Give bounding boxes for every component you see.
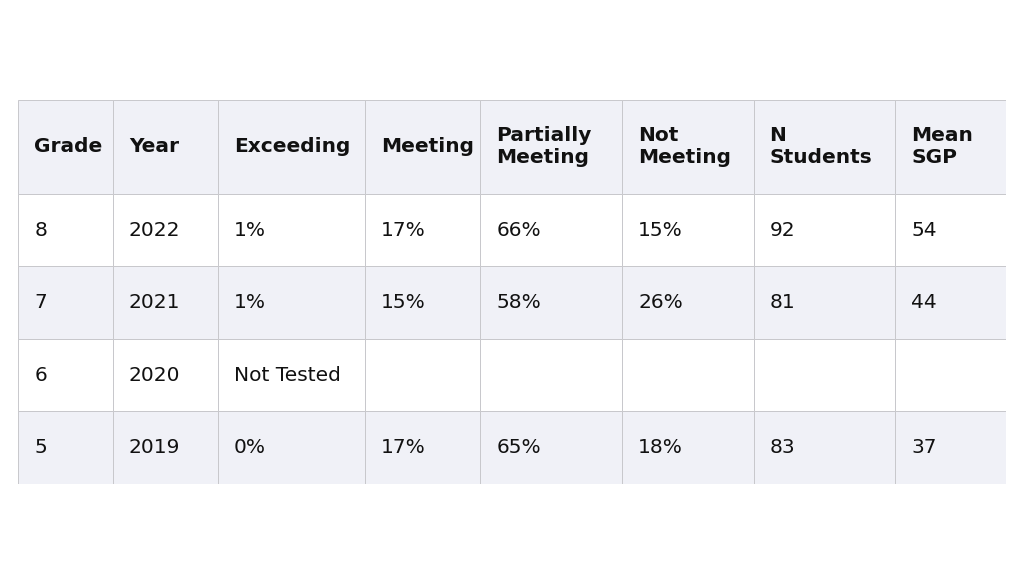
Text: 2020: 2020 (129, 366, 180, 385)
Bar (480, 194, 623, 266)
Bar (365, 339, 480, 411)
Text: 37: 37 (911, 438, 937, 457)
Bar (754, 411, 895, 484)
Bar (754, 194, 895, 266)
Bar (754, 266, 895, 339)
Bar (623, 266, 754, 339)
Text: 44: 44 (911, 293, 937, 312)
Text: 18%: 18% (638, 438, 683, 457)
Text: 1%: 1% (233, 293, 266, 312)
Text: 81: 81 (769, 293, 795, 312)
Text: 58%: 58% (497, 293, 541, 312)
Bar (365, 411, 480, 484)
Text: 2019: 2019 (129, 438, 180, 457)
Text: 5: 5 (34, 438, 47, 457)
Bar (365, 100, 480, 194)
Text: Math Cohort Data - 2022 Grade 8 (Current grade 9): Math Cohort Data - 2022 Grade 8 (Current… (18, 29, 780, 56)
Text: 15%: 15% (381, 293, 426, 312)
Text: 66%: 66% (497, 221, 541, 240)
Bar (623, 411, 754, 484)
Text: 83: 83 (769, 438, 795, 457)
Text: Not
Meeting: Not Meeting (638, 126, 731, 167)
Bar (895, 266, 1006, 339)
Bar (113, 339, 218, 411)
Bar (480, 100, 623, 194)
Text: 17%: 17% (381, 438, 426, 457)
Bar (18, 194, 113, 266)
Bar (113, 266, 218, 339)
Text: 1%: 1% (233, 221, 266, 240)
Bar (218, 411, 365, 484)
Bar (18, 100, 113, 194)
Bar (18, 339, 113, 411)
Bar (218, 266, 365, 339)
Bar (218, 194, 365, 266)
Bar (895, 100, 1006, 194)
Bar (113, 194, 218, 266)
Text: 0%: 0% (233, 438, 266, 457)
Text: Mean
SGP: Mean SGP (911, 126, 973, 167)
Bar (623, 339, 754, 411)
Bar (895, 339, 1006, 411)
Bar (895, 411, 1006, 484)
Bar (480, 411, 623, 484)
Text: 26%: 26% (638, 293, 683, 312)
Text: Grade: Grade (34, 137, 102, 156)
Bar (754, 339, 895, 411)
Text: 2022: 2022 (129, 221, 180, 240)
Text: Meeting: Meeting (381, 137, 474, 156)
Bar (18, 411, 113, 484)
Bar (365, 266, 480, 339)
Bar (623, 100, 754, 194)
Bar (113, 411, 218, 484)
Bar (895, 194, 1006, 266)
Bar (365, 194, 480, 266)
Text: 54: 54 (911, 221, 937, 240)
Text: Exceeding: Exceeding (233, 137, 350, 156)
Bar (218, 100, 365, 194)
Text: 2021: 2021 (129, 293, 180, 312)
Bar (113, 100, 218, 194)
Bar (480, 339, 623, 411)
Bar (480, 266, 623, 339)
Text: Year: Year (129, 137, 179, 156)
Bar (18, 266, 113, 339)
Text: 65%: 65% (497, 438, 541, 457)
Bar (623, 194, 754, 266)
Text: 7: 7 (34, 293, 47, 312)
Text: 15%: 15% (638, 221, 683, 240)
Bar (754, 100, 895, 194)
Text: 8: 8 (34, 221, 47, 240)
Text: 6: 6 (34, 366, 47, 385)
Text: Not Tested: Not Tested (233, 366, 341, 385)
Text: 17%: 17% (381, 221, 426, 240)
Text: Partially
Meeting: Partially Meeting (497, 126, 592, 167)
Bar (218, 339, 365, 411)
Text: N
Students: N Students (769, 126, 872, 167)
Text: 92: 92 (769, 221, 795, 240)
